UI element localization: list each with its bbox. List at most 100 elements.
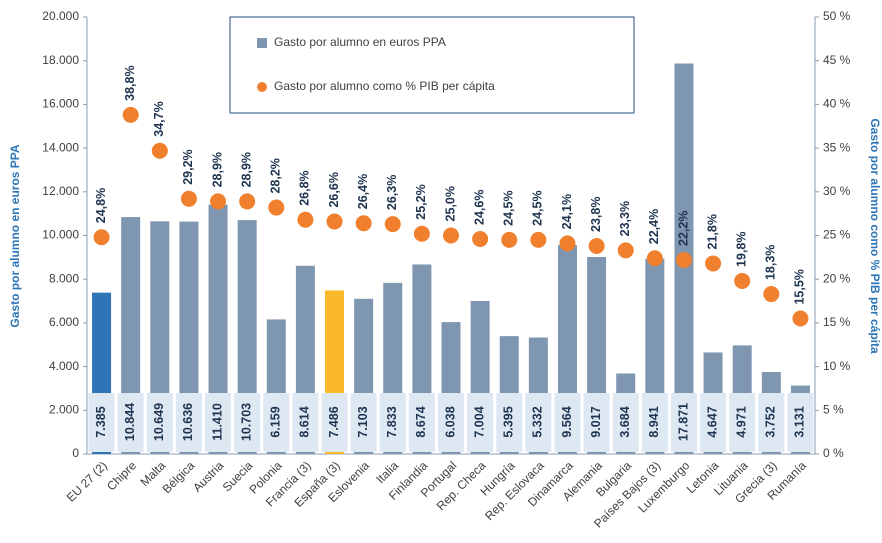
data-label: 10.844	[123, 403, 137, 441]
y2-tick-label: 20 %	[823, 271, 851, 285]
data-label: 25,2%	[414, 184, 428, 219]
dot	[646, 250, 663, 267]
data-label: 9.017	[589, 406, 603, 437]
data-label: 10.703	[239, 403, 253, 441]
y-tick-label: 18.000	[42, 53, 79, 67]
x-tick-label: EU 27 (2)	[64, 458, 110, 504]
dot	[384, 216, 401, 233]
y-axis-title: Gasto por alumno en euros PPA	[8, 144, 22, 327]
data-label: 24,5%	[531, 190, 545, 225]
data-label: 22,4%	[647, 209, 661, 244]
y-tick-label: 12.000	[42, 184, 79, 198]
dot	[705, 255, 722, 272]
label-box	[292, 393, 319, 452]
y2-tick-label: 5 %	[823, 402, 844, 416]
dot	[326, 213, 343, 230]
data-label: 26,3%	[385, 175, 399, 210]
x-tick-label: Austria	[190, 458, 227, 495]
data-label: 7.004	[472, 406, 486, 437]
legend-swatch	[257, 38, 267, 48]
label-box	[88, 393, 115, 452]
y-tick-label: 20.000	[42, 9, 79, 23]
dot	[355, 215, 372, 232]
data-label: 3.131	[793, 406, 807, 437]
label-box	[146, 393, 173, 452]
data-label: 18,3%	[764, 245, 778, 280]
label-box	[467, 393, 494, 452]
data-label: 6.159	[269, 406, 283, 437]
data-label: 28,9%	[239, 152, 253, 187]
label-box	[205, 393, 232, 452]
legend-box	[229, 16, 635, 114]
y-tick-label: 2.000	[49, 402, 79, 416]
x-tick-label: Bélgica	[160, 458, 198, 496]
data-label: 26,8%	[298, 170, 312, 205]
data-label: 4.647	[705, 406, 719, 437]
label-box	[612, 393, 639, 452]
data-label: 23,3%	[618, 201, 632, 236]
dot	[734, 272, 751, 289]
dot	[501, 231, 518, 248]
label-box	[554, 393, 581, 452]
label-box	[700, 393, 727, 452]
dot	[180, 190, 197, 207]
data-label: 21,8%	[705, 214, 719, 249]
y-tick-label: 16.000	[42, 97, 79, 111]
data-label: 7.103	[356, 406, 370, 437]
data-label: 7.385	[94, 406, 108, 437]
data-label: 3.752	[764, 406, 778, 437]
data-label: 5.332	[531, 406, 545, 437]
data-label: 3.684	[618, 406, 632, 437]
label-box	[263, 393, 290, 452]
dot	[413, 225, 430, 242]
data-label: 8.614	[298, 406, 312, 437]
x-tick-label: Chipre	[104, 458, 139, 493]
data-label: 9.564	[560, 406, 574, 437]
y2-tick-label: 40 %	[823, 97, 851, 111]
data-label: 8.674	[414, 406, 428, 437]
data-label: 7.486	[327, 406, 341, 437]
dot	[472, 230, 489, 247]
dot	[530, 231, 547, 248]
data-label: 29,2%	[181, 149, 195, 184]
dot	[792, 310, 809, 327]
data-label: 38,8%	[123, 65, 137, 100]
data-label: 10.649	[152, 403, 166, 441]
dot	[675, 251, 692, 268]
y2-tick-label: 25 %	[823, 228, 851, 242]
label-box	[496, 393, 523, 452]
label-box	[641, 393, 668, 452]
y2-tick-label: 50 %	[823, 9, 851, 23]
dot	[210, 193, 227, 210]
data-label: 26,6%	[327, 172, 341, 207]
data-label: 19,8%	[734, 231, 748, 266]
dot	[268, 199, 285, 216]
data-label: 26,4%	[356, 174, 370, 209]
y-tick-label: 0	[72, 446, 79, 460]
y-tick-label: 8.000	[49, 271, 79, 285]
y-tick-label: 4.000	[49, 359, 79, 373]
data-label: 15,5%	[793, 269, 807, 304]
label-box	[408, 393, 435, 452]
data-label: 28,2%	[269, 158, 283, 193]
legend-swatch	[257, 82, 267, 92]
label-box	[438, 393, 464, 452]
data-label: 17.871	[676, 403, 690, 441]
data-label: 10.636	[181, 403, 195, 441]
label-box	[175, 393, 202, 452]
data-label: 8.941	[647, 406, 661, 437]
y2-tick-label: 45 %	[823, 53, 851, 67]
y-tick-label: 6.000	[49, 315, 79, 329]
data-label: 6.038	[443, 406, 457, 437]
y2-axis-title: Gasto por alumno como % PIB per cápita	[868, 118, 882, 354]
data-label: 25,0%	[443, 186, 457, 221]
label-box	[787, 393, 814, 452]
dot	[93, 229, 110, 246]
label-box	[583, 393, 610, 452]
label-box	[234, 393, 261, 452]
y2-tick-label: 15 %	[823, 315, 851, 329]
dot	[151, 142, 168, 159]
label-box	[379, 393, 406, 452]
data-label: 24,6%	[472, 190, 486, 225]
